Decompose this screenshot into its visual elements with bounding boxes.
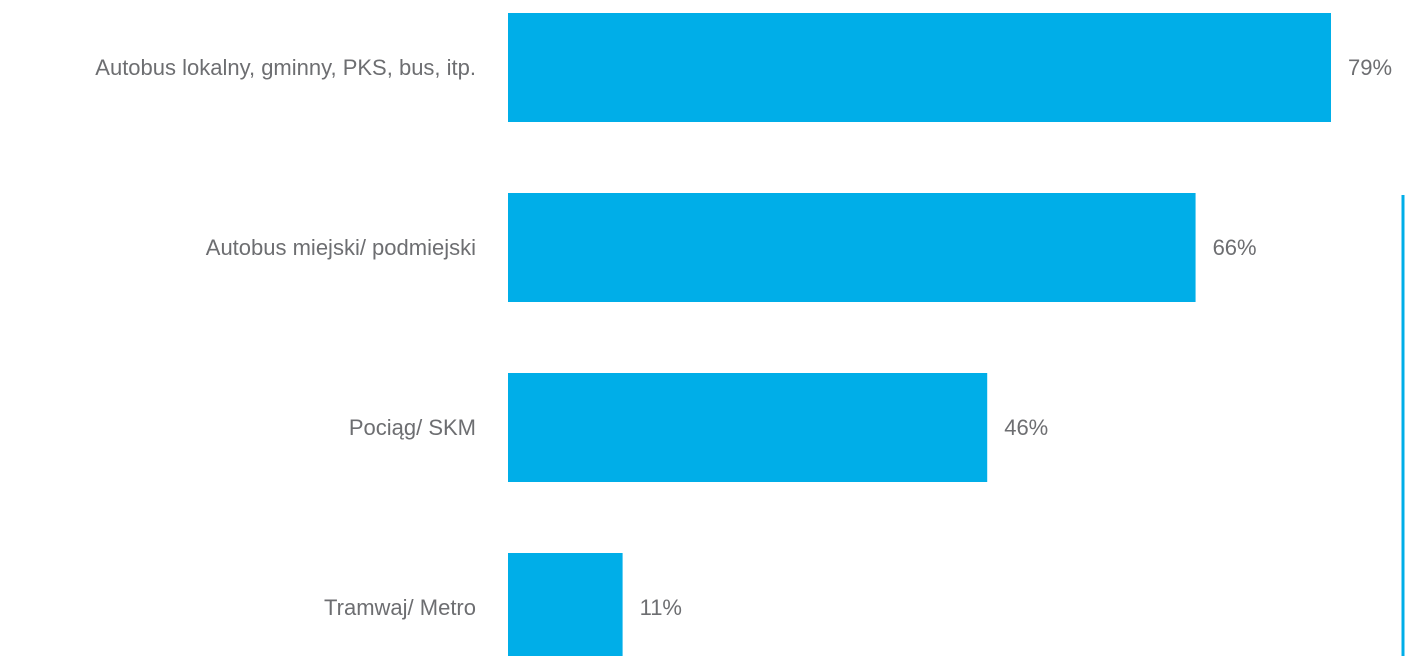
bar-tramwaj-metro — [508, 553, 623, 656]
value-label-tramwaj-metro: 11% — [640, 595, 682, 620]
value-label-autobus-miejski-podmiejski: 66% — [1213, 235, 1257, 260]
value-label-pociag-skm: 46% — [1004, 415, 1048, 440]
bar-autobus-lokalny-gminny-pks-bus-itp — [508, 13, 1331, 122]
category-labels-group: Autobus lokalny, gminny, PKS, bus, itp. A… — [95, 55, 476, 620]
value-label-autobus-lokalny-gminny-pks-bus-itp: 79% — [1348, 55, 1392, 80]
category-label-tramwaj-metro: Tramwaj/ Metro — [324, 595, 476, 620]
category-label-autobus-miejski-podmiejski: Autobus miejski/ podmiejski — [206, 235, 476, 260]
category-label-autobus-lokalny-gminny-pks-bus-itp: Autobus lokalny, gminny, PKS, bus, itp. — [95, 55, 476, 80]
bars-group — [508, 13, 1331, 656]
value-labels-group: 79% 66% 46% 11% — [640, 55, 1392, 620]
bar-autobus-miejski-podmiejski — [508, 193, 1196, 302]
category-label-pociag-skm: Pociąg/ SKM — [349, 415, 476, 440]
bar-pociag-skm — [508, 373, 988, 482]
